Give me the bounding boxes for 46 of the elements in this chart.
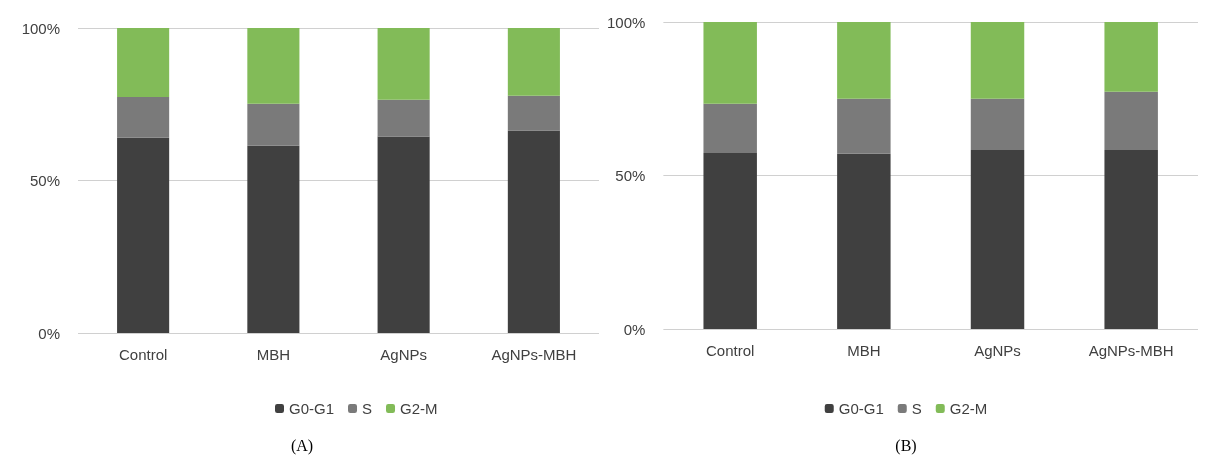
- y-tick-label: 100%: [21, 19, 60, 37]
- x-tick-label: AgNPs: [974, 342, 1021, 359]
- bar: [970, 150, 1025, 329]
- bar: [837, 98, 891, 154]
- text: (A): [290, 436, 314, 455]
- bar: [837, 153, 891, 329]
- bar: [377, 28, 430, 100]
- bar: [970, 98, 1025, 151]
- legend-label: G2-M: [400, 400, 438, 417]
- bar: [1104, 22, 1158, 92]
- bar: [1104, 91, 1158, 151]
- x-tick-label: Control: [706, 342, 755, 359]
- bar: [117, 28, 170, 97]
- x-tick-label: MBH: [256, 346, 291, 363]
- x-tick-label: MBH: [847, 342, 881, 359]
- bar: [1104, 150, 1158, 329]
- y-tick-label: 50%: [29, 172, 60, 189]
- bar: [507, 130, 560, 333]
- text: (B): [895, 436, 917, 455]
- bar: [247, 145, 300, 333]
- bar: [970, 22, 1025, 99]
- y-tick-label: 50%: [615, 167, 646, 184]
- y-tick-label: 0%: [623, 320, 646, 338]
- legend-label: G0-G1: [289, 400, 335, 417]
- bar: [703, 22, 757, 104]
- bar: [247, 28, 300, 104]
- y-tick-label: 0%: [38, 324, 60, 342]
- bar: [507, 28, 560, 96]
- x-tick-label: AgNPs: [380, 346, 427, 363]
- legend-label: G0-G1: [838, 400, 884, 417]
- bar: [377, 136, 430, 333]
- bar: [703, 153, 757, 329]
- bar: [117, 96, 170, 138]
- x-tick-label: Control: [118, 346, 168, 363]
- bar: [703, 103, 757, 154]
- bar: [117, 137, 170, 333]
- bar: [837, 22, 891, 99]
- legend-label: S: [362, 400, 373, 417]
- legend-label: S: [911, 400, 922, 417]
- x-tick-label: AgNPs-MBH: [491, 346, 577, 363]
- x-tick-label: AgNPs-MBH: [1088, 342, 1174, 359]
- bar: [507, 95, 560, 131]
- bar: [247, 103, 300, 146]
- bar: [377, 99, 430, 137]
- legend-label: G2-M: [949, 400, 988, 417]
- y-tick-label: 100%: [606, 13, 646, 31]
